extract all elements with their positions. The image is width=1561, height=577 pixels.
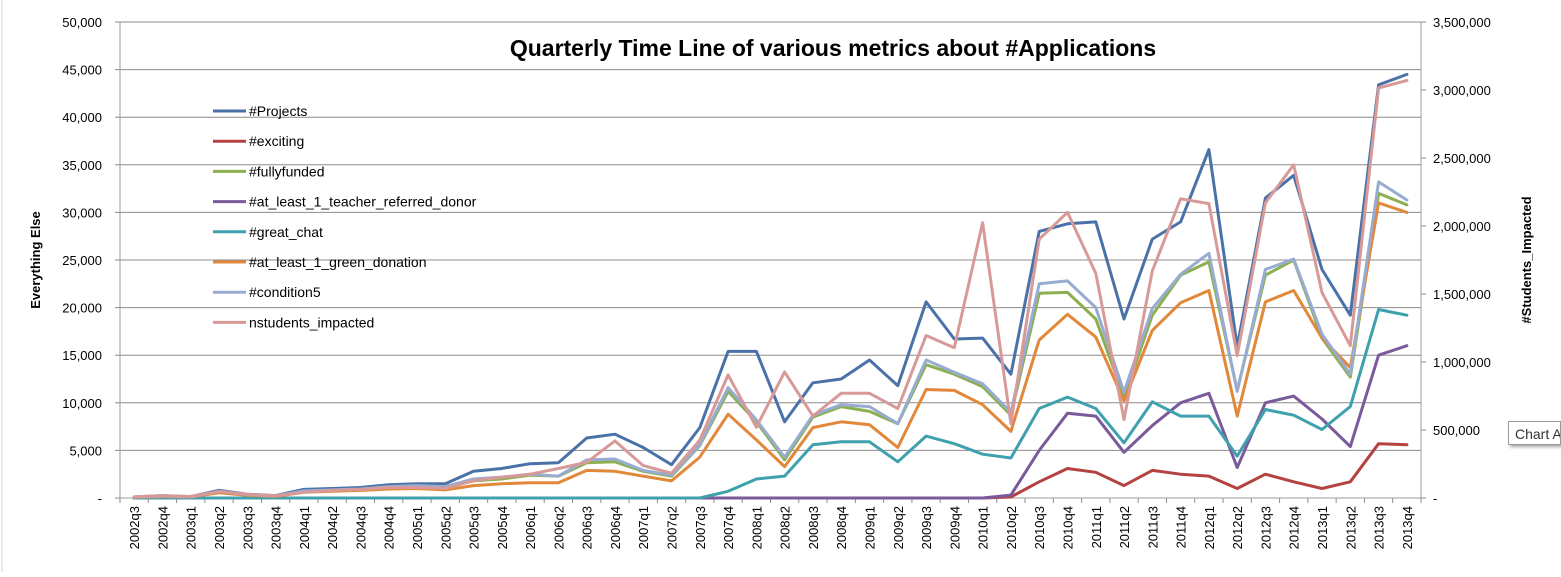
x-tick-label: 2010q4 [1060, 506, 1075, 549]
y-tick-label: 40,000 [62, 110, 102, 125]
x-tick-label: 2007q4 [721, 506, 736, 549]
y-tick-label: 15,000 [62, 348, 102, 363]
y-tick-label: 35,000 [62, 158, 102, 173]
y2-tick-label: 500,000 [1433, 423, 1480, 438]
y-tick-label: 10,000 [62, 396, 102, 411]
legend: #Projects #exciting #fullyfunded #at_least_… [213, 103, 477, 330]
legend-label: #condition5 [249, 284, 321, 300]
x-tick-label: 2004q1 [297, 506, 312, 549]
x-tick-label: 2008q1 [749, 506, 764, 549]
x-tick-label: 2012q2 [1230, 506, 1245, 549]
legend-label: #fullyfunded [249, 163, 325, 179]
series-line [132, 308, 1409, 500]
x-tick-label: 2011q2 [1117, 506, 1132, 548]
x-tick-label: 2007q3 [693, 506, 708, 549]
x-tick-label: 2010q1 [976, 506, 991, 549]
series-line [132, 79, 1409, 499]
x-tick-label: 2005q3 [467, 506, 482, 549]
x-tick-label: 2004q2 [325, 506, 340, 549]
legend-label: #exciting [249, 133, 304, 149]
x-tick-label: 2012q3 [1258, 506, 1273, 549]
x-tick-label: 2010q2 [1004, 506, 1019, 549]
x-tick-label: 2002q4 [155, 506, 170, 549]
legend-label: #Projects [249, 103, 307, 119]
x-tick-label: 2012q4 [1287, 506, 1302, 549]
x-tick-label: 2003q2 [212, 506, 227, 549]
y2-tick-label: 2,000,000 [1433, 219, 1491, 234]
legend-label: #at_least_1_teacher_referred_donor [249, 194, 477, 210]
y2-tick-label: - [1433, 491, 1437, 506]
y2-tick-label: 3,500,000 [1433, 15, 1491, 30]
x-tick-label: 2005q2 [438, 506, 453, 549]
x-tick-label: 2013q2 [1343, 506, 1358, 549]
x-tick-label: 2011q1 [1089, 506, 1104, 548]
x-tick-label: 2003q4 [269, 506, 284, 549]
x-tick-label: 2010q3 [1032, 506, 1047, 549]
x-tick-label: 2009q4 [947, 506, 962, 549]
x-tick-label: 2009q2 [891, 506, 906, 549]
x-tick-label: 2006q2 [551, 506, 566, 549]
x-tick-label: 2006q3 [580, 506, 595, 549]
x-tick-label: 2011q3 [1145, 506, 1160, 548]
x-tick-label: 2004q3 [353, 506, 368, 549]
x-tick-label: 2006q4 [608, 506, 623, 549]
series-lines [132, 72, 1409, 500]
chart-name-tooltip: Chart A [1508, 421, 1561, 445]
x-tick-label: 2005q1 [410, 506, 425, 549]
gridlines [120, 21, 1421, 451]
y-axis-title: Everything Else [28, 211, 43, 309]
x-tick-label: 2009q1 [862, 506, 877, 549]
x-tick-label: 2002q3 [127, 506, 142, 549]
legend-label: #at_least_1_green_donation [249, 254, 427, 270]
y-tick-label: 20,000 [62, 301, 102, 316]
y-tick-label: 45,000 [62, 63, 102, 78]
x-tick-label: 2008q4 [834, 506, 849, 549]
y-tick-label: 30,000 [62, 205, 102, 220]
y-tick-label: 25,000 [62, 253, 102, 268]
y2-tick-label: 3,000,000 [1433, 83, 1491, 98]
x-tick-label: 2003q1 [184, 506, 199, 549]
legend-label: #great_chat [249, 224, 323, 240]
x-tick-label: 2006q1 [523, 506, 538, 549]
x-tick-label: 2013q3 [1372, 506, 1387, 549]
x-tick-label: 2009q3 [919, 506, 934, 549]
x-tick-label: 2008q2 [778, 506, 793, 549]
legend-label: nstudents_impacted [249, 314, 374, 330]
x-tick-label: 2008q3 [806, 506, 821, 549]
x-tick-label: 2013q1 [1315, 506, 1330, 549]
y2-tick-label: 2,500,000 [1433, 151, 1491, 166]
x-tick-label: 2013q4 [1400, 506, 1415, 549]
y-tick-label: 50,000 [62, 15, 102, 30]
chart-title: Quarterly Time Line of various metrics a… [510, 35, 1156, 61]
y-tick-label: 5,000 [69, 443, 102, 458]
y2-tick-label: 1,500,000 [1433, 287, 1491, 302]
x-tick-label: 2011q4 [1174, 506, 1189, 548]
x-tick-label: 2003q3 [240, 506, 255, 549]
x-tick-label: 2005q4 [495, 506, 510, 549]
x-tick-label: 2004q4 [382, 506, 397, 549]
axes: - 5,000 10,000 15,000 20,000 25,000 30,000 35,0… [62, 15, 1491, 549]
y-tick-label: - [98, 491, 102, 506]
x-tick-label: 2012q1 [1202, 506, 1217, 549]
y2-axis-title: #Students_Impacted [1519, 196, 1534, 323]
x-tick-label: 2007q1 [636, 506, 651, 549]
y2-tick-label: 1,000,000 [1433, 355, 1491, 370]
x-tick-label: 2007q2 [665, 506, 680, 549]
